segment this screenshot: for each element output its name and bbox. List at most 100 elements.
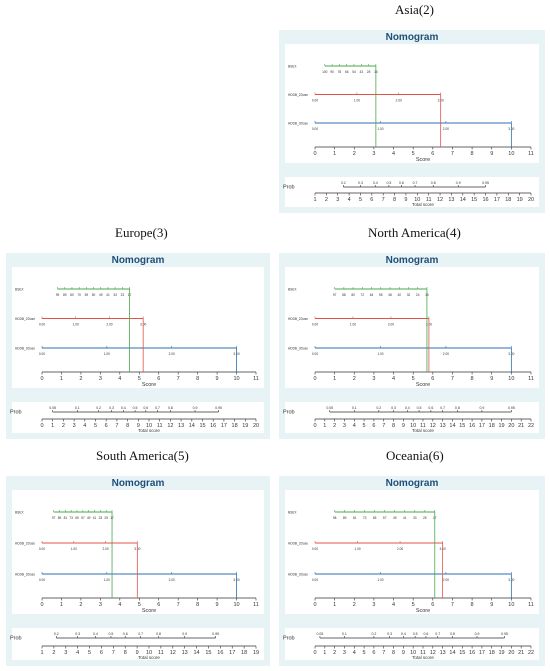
score-axis-label: Score: [416, 608, 430, 614]
score-axis-label: Score: [142, 608, 156, 614]
total-score-tick-label: 18: [489, 650, 495, 656]
variable-tick-label: 2.00: [169, 352, 175, 356]
total-score-tick-label: 5: [359, 197, 362, 203]
variable-label-blue: HDDB_3Dose: [288, 347, 308, 351]
variable-tick-label: 32: [407, 293, 411, 297]
variable-label-red: HDDB_2Dose: [288, 93, 308, 97]
variable-tick-label: 0.00: [312, 578, 318, 582]
prob-tick-label: 0.9: [475, 632, 480, 636]
score-axis-label: Score: [416, 157, 430, 163]
variable-tick-label: 1.00: [71, 547, 77, 551]
variable-tick-label: 97: [333, 293, 337, 297]
total-score-tick-label: 7: [382, 650, 385, 656]
total-score-tick-label: 8: [124, 650, 127, 656]
variable-tick-label: 89: [343, 516, 347, 520]
total-score-tick-label: 8: [392, 423, 395, 429]
variable-tick-label: 2.00: [443, 352, 449, 356]
variable-tick-label: 0.00: [39, 323, 45, 327]
total-score-tick-label: 10: [410, 650, 416, 656]
total-score-axis-label: Total score: [412, 428, 434, 433]
total-score-tick-label: 2: [62, 423, 65, 429]
total-score-tick-label: 11: [426, 197, 432, 203]
score-tick-label: 6: [431, 376, 434, 382]
total-score-tick-label: 2: [52, 650, 55, 656]
region-title-oceania: Oceania(6): [386, 448, 444, 463]
total-score-tick-label: 19: [498, 650, 504, 656]
total-score-tick-label: 0: [313, 423, 316, 429]
prob-tick-label: 0.7: [155, 406, 160, 410]
total-score-tick-label: 13: [448, 197, 454, 203]
variable-tick-label: 89: [58, 516, 62, 520]
variable-tick-label: 33: [113, 293, 117, 297]
total-score-tick-label: 14: [460, 197, 466, 203]
score-tick-label: 11: [528, 151, 534, 157]
score-tick-label: 3: [99, 602, 102, 608]
score-tick-label: 9: [216, 602, 219, 608]
variable-tick-label: 23: [121, 293, 125, 297]
probability-plot-area: [12, 402, 264, 433]
total-score-tick-label: 17: [494, 197, 500, 203]
nomogram-title: Nomogram: [386, 32, 439, 43]
variable-tick-label: 81: [353, 516, 357, 520]
total-score-tick-label: 6: [105, 423, 108, 429]
variable-tick-label: 48: [388, 293, 392, 297]
score-tick-label: 6: [431, 602, 434, 608]
variable-tick-label: 41: [403, 516, 407, 520]
prob-tick-label: 0.4: [373, 181, 378, 185]
variable-tick-label: 78: [338, 70, 342, 74]
score-tick-label: 11: [528, 602, 534, 608]
total-score-axis-label: Total score: [412, 655, 434, 660]
nomogram-panel-europe: NomogramBSEX9989807059504941332317HDDB_2…: [6, 253, 270, 439]
score-tick-label: 8: [471, 376, 474, 382]
score-tick-label: 4: [392, 602, 395, 608]
region-title-asia: Asia(2): [395, 2, 434, 17]
prob-tick-label: 0.1: [352, 406, 357, 410]
total-score-tick-label: 20: [528, 197, 534, 203]
total-score-tick-label: 9: [136, 650, 139, 656]
prob-tick-label: 0.2: [341, 181, 346, 185]
variable-tick-label: 0.00: [312, 547, 318, 551]
prob-tick-label: 0.9: [193, 406, 198, 410]
score-tick-label: 9: [490, 151, 493, 157]
variable-label-blue: HDDB_3Dose: [288, 122, 308, 126]
nomogram-title: Nomogram: [386, 478, 439, 489]
total-score-tick-label: 17: [229, 650, 235, 656]
total-score-tick-label: 15: [471, 197, 477, 203]
score-tick-label: 7: [177, 376, 180, 382]
nomogram-svg: NomogramBSEX9989807059504941332317HDDB_2…: [10, 255, 264, 433]
variable-label-green: BSEX: [288, 511, 297, 515]
score-tick-label: 7: [451, 151, 454, 157]
prob-tick-label: 0.8: [168, 406, 173, 410]
total-score-tick-label: 20: [508, 423, 514, 429]
score-tick-label: 1: [333, 151, 336, 157]
probability-plot-area: [12, 628, 264, 660]
total-score-tick-label: 10: [414, 197, 420, 203]
variable-tick-label: 2.00: [396, 99, 402, 103]
total-score-tick-label: 1: [313, 197, 316, 203]
score-tick-label: 3: [99, 376, 102, 382]
score-tick-label: 7: [451, 602, 454, 608]
score-tick-label: 1: [60, 376, 63, 382]
variable-label-green: BSEX: [15, 511, 24, 515]
total-score-tick-label: 20: [508, 650, 514, 656]
prob-tick-label: 0.2: [376, 406, 381, 410]
score-tick-label: 1: [60, 602, 63, 608]
prob-tick-label: 0.8: [431, 181, 436, 185]
total-score-tick-label: 12: [170, 650, 176, 656]
prob-tick-label: 0.9: [479, 406, 484, 410]
variable-tick-label: 41: [106, 293, 110, 297]
variable-tick-label: 1.00: [354, 99, 360, 103]
score-tick-label: 6: [157, 376, 160, 382]
prob-tick-label: 0.7: [413, 181, 418, 185]
prob-axis-title: Prob: [10, 410, 22, 416]
total-score-tick-label: 22: [528, 423, 534, 429]
total-score-tick-label: 0: [40, 423, 43, 429]
variable-tick-label: 72: [361, 293, 365, 297]
total-score-tick-label: 11: [420, 650, 426, 656]
score-tick-label: 2: [353, 151, 356, 157]
prob-tick-label: 0.5: [133, 406, 138, 410]
total-score-tick-label: 15: [199, 423, 205, 429]
variable-tick-label: 1.00: [350, 323, 356, 327]
variable-tick-label: 41: [93, 516, 97, 520]
total-score-tick-label: 19: [242, 423, 248, 429]
